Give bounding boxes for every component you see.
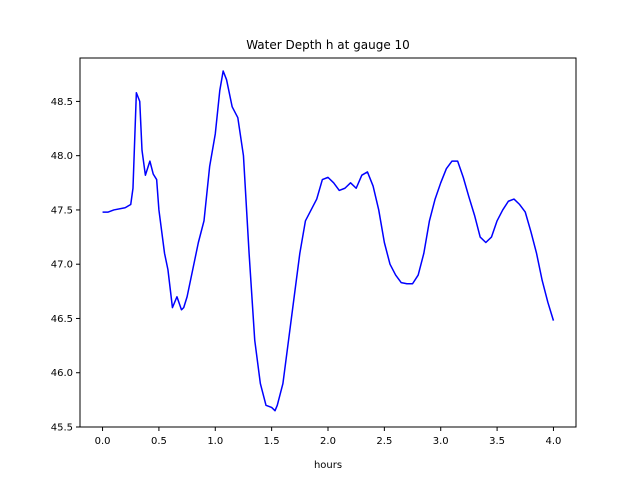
plot-area — [79, 57, 577, 428]
chart-title: Water Depth h at gauge 10 — [246, 38, 410, 52]
series-layer — [102, 70, 555, 412]
y-tick-label: 47.5 — [51, 205, 73, 216]
x-tick-label: 3.5 — [489, 436, 505, 447]
x-tick-label: 0.5 — [151, 436, 167, 447]
y-tick-label: 47.0 — [51, 260, 73, 271]
y-tick-label: 48.5 — [51, 97, 73, 108]
y-tick-label: 46.5 — [51, 314, 73, 325]
x-tick-label: 4.0 — [546, 436, 562, 447]
x-axis-label: hours — [314, 460, 342, 471]
x-tick-label: 2.0 — [320, 436, 336, 447]
y-axis: 45.5 46.0 46.5 47.0 47.5 48.0 48.5 — [51, 97, 80, 434]
x-tick-label: 2.5 — [376, 436, 392, 447]
y-tick-label: 48.0 — [51, 151, 73, 162]
x-tick-label: 1.0 — [207, 436, 223, 447]
series-line-1 — [102, 70, 555, 412]
x-axis: 0.0 0.5 1.0 1.5 2.0 2.5 3.0 3.5 4.0 — [95, 427, 562, 447]
x-tick-label: 3.0 — [433, 436, 449, 447]
x-tick-label: 0.0 — [95, 436, 111, 447]
y-tick-label: 45.5 — [51, 423, 73, 434]
x-tick-label: 1.5 — [264, 436, 280, 447]
y-tick-label: 46.0 — [51, 368, 73, 379]
